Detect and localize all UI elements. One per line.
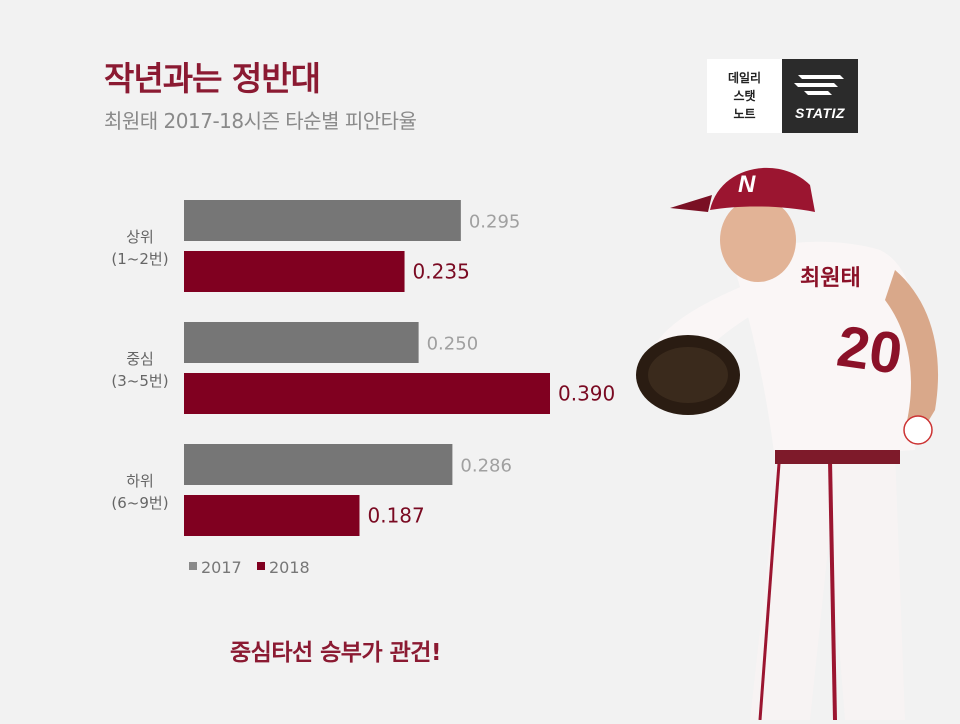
bar-2018: [184, 495, 360, 536]
category-label: (3~5번): [111, 372, 168, 390]
data-label-2018: 0.187: [367, 504, 424, 528]
statiz-wordmark: STATIZ: [795, 105, 845, 121]
pitcher-photo: 20 최원태 N: [630, 150, 950, 724]
logo-line-3: 노트: [733, 107, 756, 121]
logo-line-1: 데일리: [727, 71, 762, 85]
data-label-2018: 0.390: [558, 382, 615, 406]
svg-text:N: N: [738, 171, 756, 198]
page-subtitle: 최원태 2017-18시즌 타순별 피안타율: [104, 109, 417, 133]
statiz-logo: STATIZ: [782, 59, 858, 133]
legend-swatch-2017: [189, 562, 197, 570]
category-label: 상위: [126, 228, 154, 246]
data-label-2017: 0.250: [427, 334, 479, 355]
legend-swatch-2018: [257, 562, 265, 570]
data-label-2017: 0.295: [469, 212, 521, 233]
svg-text:최원태: 최원태: [800, 266, 861, 291]
daily-stat-note-logo: 데일리 스탯 노트: [707, 59, 782, 133]
statiz-logo-icon: [794, 75, 844, 95]
footer-note: 중심타선 승부가 관건!: [230, 640, 441, 666]
category-label: (6~9번): [111, 494, 168, 512]
page-title: 작년과는 정반대: [104, 59, 321, 98]
data-label-2017: 0.286: [460, 456, 512, 477]
category-label: 중심: [126, 350, 154, 368]
bar-2017: [184, 444, 453, 485]
bar-2018: [184, 251, 405, 292]
bar-2017: [184, 200, 461, 241]
bar-2018: [184, 373, 550, 414]
category-label: (1~2번): [111, 250, 168, 268]
svg-text:20: 20: [833, 314, 906, 387]
category-label: 하위: [126, 472, 154, 490]
bar-2017: [184, 322, 419, 363]
legend-label-2017: 2017: [201, 558, 242, 577]
data-label-2018: 0.235: [413, 260, 470, 284]
logo-line-2: 스탯: [733, 89, 756, 103]
legend-label-2018: 2018: [269, 558, 310, 577]
